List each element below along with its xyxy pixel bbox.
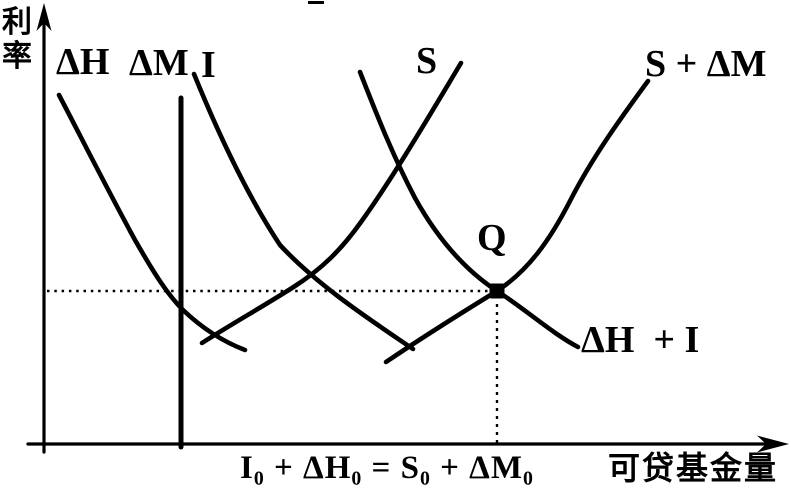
curve-i [191,71,416,352]
curve-label-i: I [201,44,216,86]
curve-s-plus-delta-m [383,78,651,365]
equilibrium-point-marker [489,283,505,299]
curve-label-s-plus-delta-m: S + ΔM [645,43,767,85]
x-axis-arrowhead-icon [757,435,789,453]
curve-label-s: S [416,40,438,82]
curve-label-delta-h: ΔH [56,41,110,83]
scan-artifact [308,1,324,4]
curve-label-delta-m: ΔM [129,42,189,84]
x-axis-equation: I₀ + ΔH₀ = S₀ + ΔM₀ [240,450,534,486]
curve-delta-h-plus-i [357,69,581,350]
curve-label-delta-h-plus-i: ΔH + I [581,319,700,361]
y-axis-arrowhead-icon [36,3,52,31]
equilibrium-point-label: Q [477,217,507,259]
curve-delta-h [56,92,248,353]
x-axis-label: 可贷基金量 [608,450,779,486]
y-axis-label: 利率 [2,6,32,73]
curve-s [199,60,464,346]
